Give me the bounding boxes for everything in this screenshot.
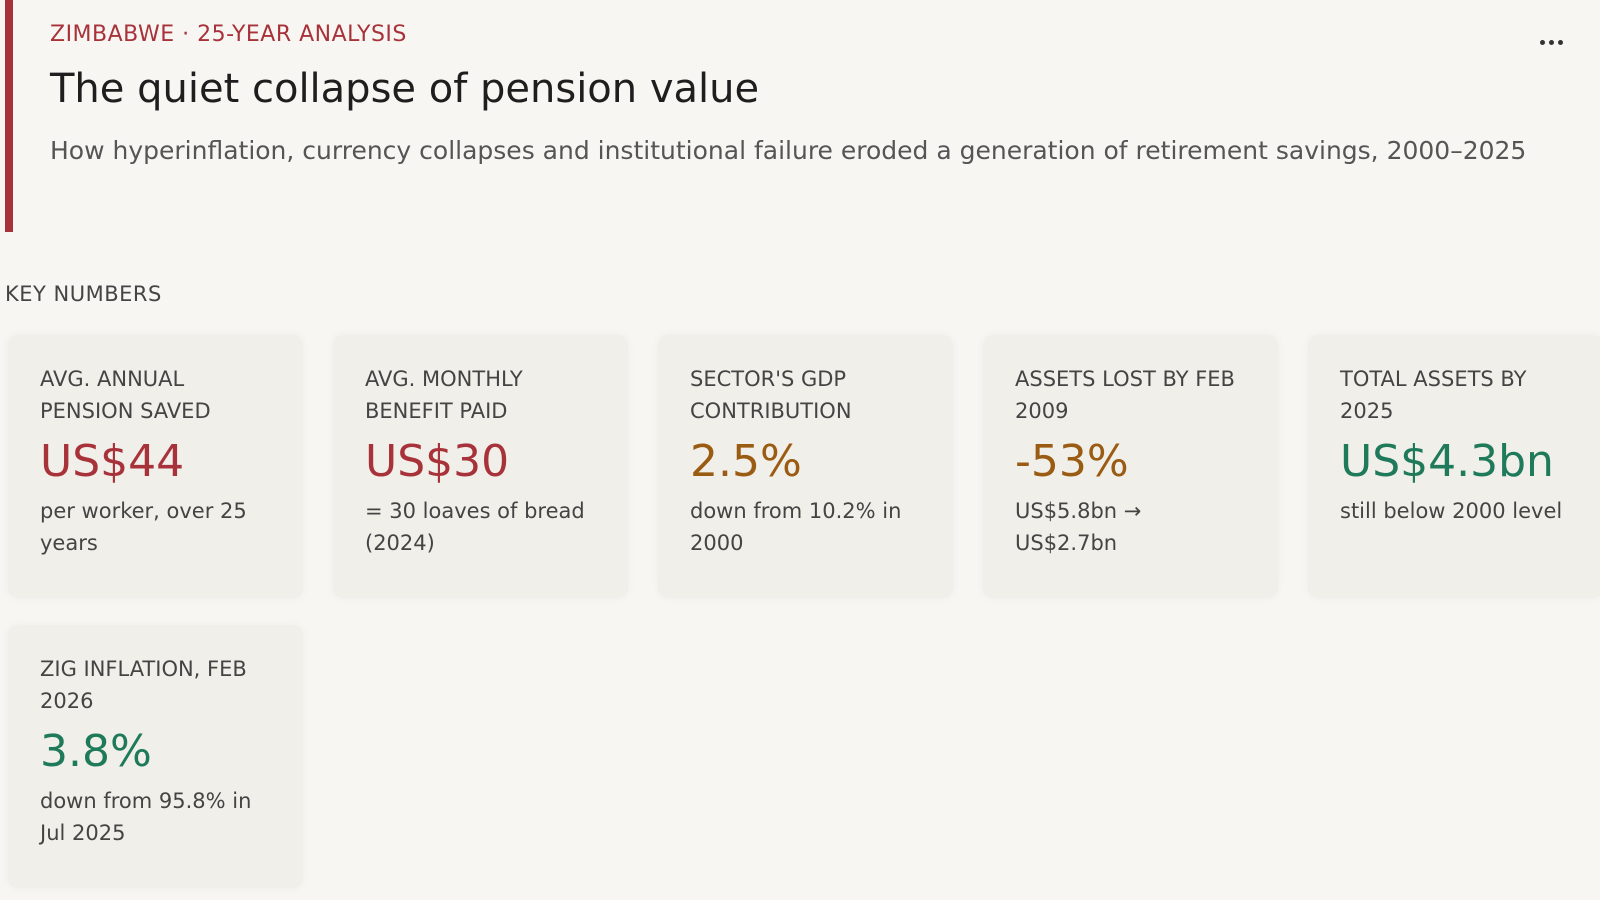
stat-label: ZIG INFLATION, FEB 2026: [40, 657, 247, 713]
stat-note: per worker, over 25 years: [40, 499, 247, 555]
stat-value: 2.5%: [690, 436, 802, 487]
stat-value: US$30: [365, 436, 510, 487]
stat-value: US$4.3bn: [1340, 436, 1554, 487]
subtitle: How hyperinflation, currency collapses a…: [50, 136, 1527, 165]
stat-card: ZIG INFLATION, FEB 2026 3.8% down from 95.…: [8, 625, 303, 888]
stat-card: TOTAL ASSETS BY 2025 US$4.3bn still below …: [1308, 335, 1600, 598]
title: The quiet collapse of pension value: [50, 66, 760, 112]
menu-button[interactable]: [1540, 30, 1567, 49]
stat-note: down from 95.8% in Jul 2025: [40, 789, 252, 845]
stat-label: TOTAL ASSETS BY 2025: [1340, 367, 1527, 423]
stat-card: SECTOR'S GDP CONTRIBUTION 2.5% down from 1…: [658, 335, 953, 598]
stat-label: SECTOR'S GDP CONTRIBUTION: [690, 367, 852, 423]
stat-note: US$5.8bn → US$2.7bn: [1015, 499, 1142, 555]
stat-card: ASSETS LOST BY FEB 2009 -53% US$5.8bn → US…: [983, 335, 1278, 598]
stat-card: AVG. ANNUAL PENSION SAVED US$44 per worker…: [8, 335, 303, 598]
stat-note: down from 10.2% in 2000: [690, 499, 902, 555]
stat-value: -53%: [1015, 436, 1129, 487]
stat-label: AVG. ANNUAL PENSION SAVED: [40, 367, 211, 423]
accent-bar: [5, 0, 13, 232]
stat-card: AVG. MONTHLY BENEFIT PAID US$30 = 30 loave…: [333, 335, 628, 598]
stat-label: AVG. MONTHLY BENEFIT PAID: [365, 367, 523, 423]
section-label: KEY NUMBERS: [5, 282, 162, 306]
stat-value: 3.8%: [40, 726, 152, 777]
stat-label: ASSETS LOST BY FEB 2009: [1015, 367, 1235, 423]
stat-note: = 30 loaves of bread (2024): [365, 499, 585, 555]
kicker: ZIMBABWE · 25-YEAR ANALYSIS: [50, 22, 407, 47]
stat-note: still below 2000 level: [1340, 499, 1563, 523]
stat-value: US$44: [40, 436, 185, 487]
